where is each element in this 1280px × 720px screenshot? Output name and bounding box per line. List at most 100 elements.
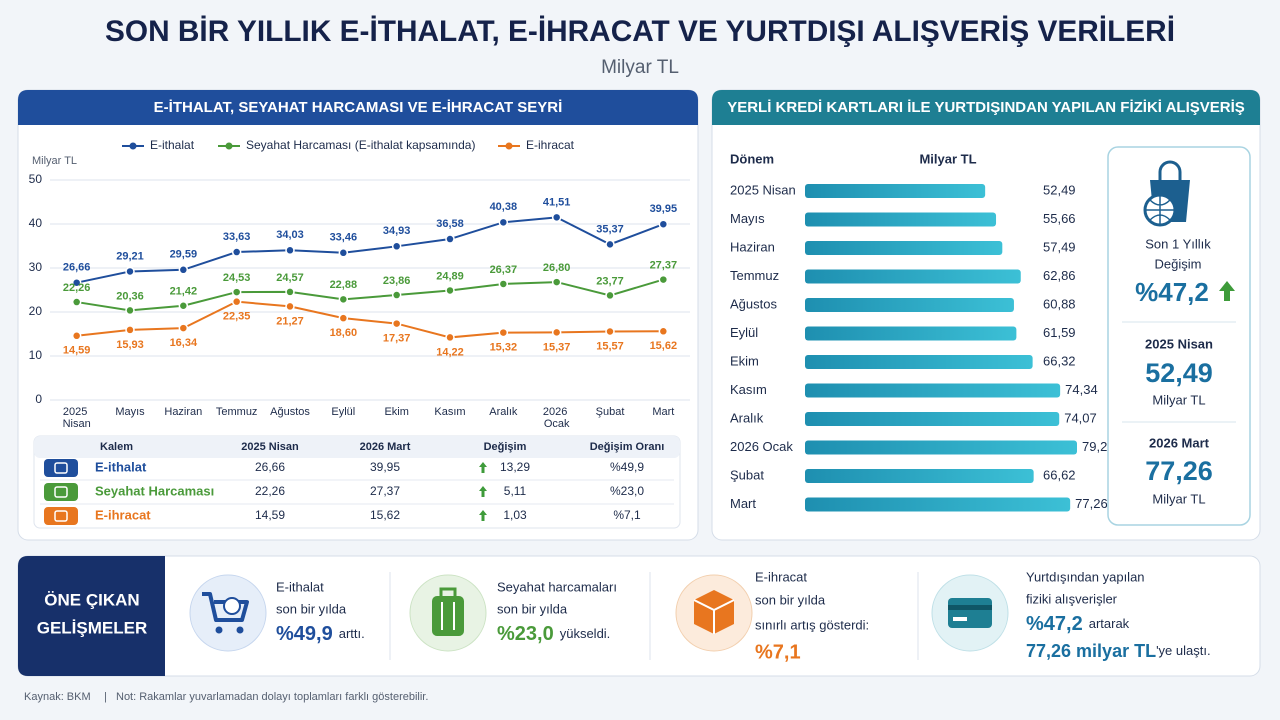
x-tick-label: Ağustos [270, 406, 310, 418]
data-label: 15,57 [596, 340, 624, 352]
data-label: 40,38 [490, 201, 518, 213]
data-point [498, 279, 509, 289]
series-line [76, 300, 664, 339]
x-tick-label: Temmuz [216, 406, 258, 418]
bar [805, 326, 1017, 341]
data-label: 15,32 [490, 341, 518, 353]
bar [805, 383, 1061, 398]
y-axis-label: Milyar TL [32, 155, 77, 167]
data-label: 15,62 [650, 340, 678, 352]
value-label: 52,49 [1043, 182, 1076, 197]
value-label: 62,86 [1043, 268, 1076, 283]
data-label: 14,59 [63, 345, 91, 357]
data-label: 15,37 [543, 341, 571, 353]
data-label: 24,53 [223, 272, 251, 284]
highlight-text: 'ye ulaştı. [1156, 643, 1211, 658]
series-line [76, 216, 664, 284]
data-label: 21,42 [170, 286, 198, 298]
luggage-icon [409, 574, 487, 652]
data-point [445, 234, 455, 244]
note: Not: Rakamlar yuvarlamadan dolayı toplam… [116, 691, 428, 703]
value-label: 60,88 [1043, 296, 1076, 311]
table-header: Değişim Oranı [590, 441, 665, 453]
legend-marker [225, 142, 233, 150]
table-cell: Seyahat Harcaması [95, 483, 214, 498]
data-label: 34,93 [383, 225, 411, 237]
category-label: Ekim [730, 353, 759, 368]
row-icon-glyph [54, 462, 68, 474]
row-icon [44, 459, 78, 477]
data-point [551, 327, 562, 338]
highlight-text: arttı. [339, 626, 365, 641]
highlight-text: son bir yılda [755, 592, 826, 607]
data-label: 18,60 [330, 327, 358, 339]
highlight-text: Yurtdışından yapılan [1026, 569, 1145, 584]
y-tick-label: 50 [29, 172, 43, 186]
highlight-text: yükseldi. [560, 626, 611, 641]
bar [805, 269, 1021, 284]
data-point [551, 277, 562, 287]
table-cell: %49,9 [610, 460, 644, 474]
data-label: 29,21 [116, 250, 144, 262]
bar [805, 212, 997, 227]
value-label: 55,66 [1043, 211, 1076, 226]
data-point [445, 332, 455, 343]
highlight-value: %23,0 [497, 623, 554, 645]
summary-value: 77,26 [1145, 456, 1213, 486]
bar [805, 497, 1071, 512]
highlight-text: son bir yılda [497, 601, 568, 616]
data-label: 39,95 [650, 203, 678, 215]
y-tick-label: 40 [29, 216, 43, 230]
highlight-text: sınırlı artış gösterdi: [755, 617, 869, 632]
legend-label: E-ithalat [150, 138, 195, 152]
data-label: 16,34 [170, 337, 198, 349]
data-label: 24,89 [436, 270, 464, 282]
data-label: 17,37 [383, 332, 411, 344]
table-cell: 39,95 [370, 460, 400, 474]
data-label: 35,37 [596, 223, 624, 235]
y-tick-label: 30 [29, 260, 43, 274]
summary-period: 2025 Nisan [1145, 336, 1213, 351]
highlights-title: ÖNE ÇIKAN [44, 590, 139, 609]
category-label: Aralık [730, 410, 764, 425]
table-cell: E-ihracat [95, 507, 151, 522]
series-line [76, 278, 664, 312]
data-label: 36,58 [436, 218, 464, 230]
card-icon [931, 574, 1009, 652]
table-header: 2026 Mart [360, 441, 411, 453]
bar [805, 440, 1077, 455]
summary-label: Son 1 Yıllık [1145, 236, 1211, 251]
data-point [391, 290, 402, 300]
x-tick-label: Şubat [596, 406, 625, 418]
data-point [231, 296, 242, 307]
category-label: Eylül [730, 325, 758, 340]
left-panel-header [18, 90, 698, 125]
data-label: 22,35 [223, 311, 251, 323]
data-label: 22,88 [330, 279, 358, 291]
data-point [658, 274, 669, 285]
up-arrow [1219, 281, 1235, 301]
summary-unit: Milyar TL [1152, 491, 1205, 506]
highlight-text: E-ithalat [276, 579, 324, 594]
data-label: 41,51 [543, 196, 571, 208]
bar-chart-title: YERLİ KREDİ KARTLARI İLE YURTDIŞINDAN YA… [727, 99, 1245, 116]
table-cell: 26,66 [255, 460, 285, 474]
data-point [125, 305, 135, 316]
summary-unit: Milyar TL [1152, 392, 1205, 407]
data-point [178, 265, 189, 275]
x-tick-label: Mayıs [115, 406, 145, 418]
highlight-row: %23,0 yükseldi. [497, 623, 610, 645]
page-title: SON BİR YILLIK E-İTHALAT, E-İHRACAT VE Y… [105, 15, 1175, 48]
highlight-text: fiziki alışverişler [1026, 591, 1118, 606]
bar [805, 469, 1034, 483]
x-tick-label: 2026 Ocak [543, 406, 571, 430]
table-header: Değişim [484, 441, 527, 453]
x-tick-label: Eylül [331, 406, 355, 418]
data-label: 33,63 [223, 231, 251, 243]
y-tick-label: 10 [29, 348, 43, 362]
data-label: 21,27 [276, 315, 304, 327]
data-point [178, 323, 189, 333]
up-arrow [479, 510, 487, 521]
cart-icon [189, 574, 267, 652]
